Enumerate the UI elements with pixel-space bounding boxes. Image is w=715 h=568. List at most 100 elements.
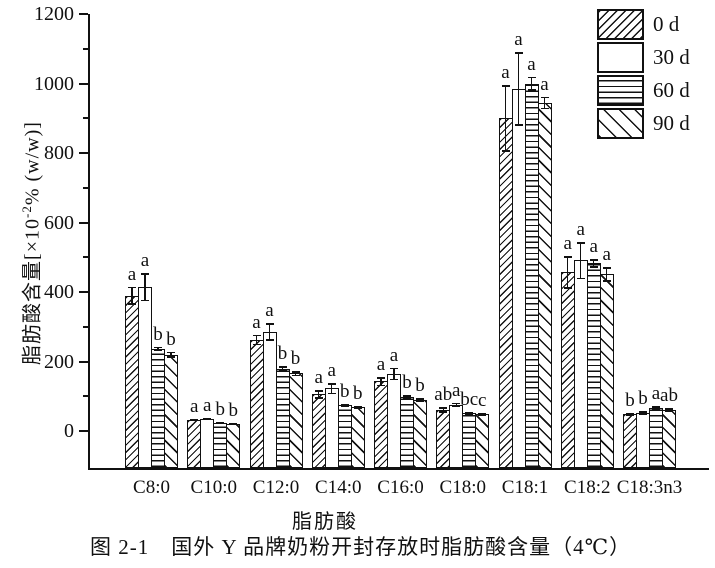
error-bar-cap-bottom <box>403 397 411 400</box>
bar-90d-C18:0 <box>475 414 490 468</box>
y-tick-label: 400 <box>44 281 74 304</box>
error-bar-cap-top <box>340 404 349 406</box>
significance-letter: ab <box>434 384 453 406</box>
error-bar-cap-top <box>403 395 411 397</box>
error-bar-cap-top <box>626 412 634 415</box>
bar-30d-C18:3n3 <box>636 412 650 468</box>
bar-90d-C14:0 <box>350 407 365 468</box>
significance-letter: b <box>153 323 163 345</box>
error-bar <box>144 272 146 301</box>
y-axis-major-tick <box>79 13 88 15</box>
error-bar <box>170 351 172 358</box>
error-bar-cap-top <box>514 52 523 54</box>
significance-letter: b <box>625 389 635 411</box>
error-bar <box>131 286 133 305</box>
significance-letter: a <box>527 53 536 75</box>
significance-letter: a <box>589 236 598 258</box>
error-bar-cap-top <box>452 402 461 405</box>
y-axis-major-tick <box>79 82 88 85</box>
error-bar-cap-bottom <box>340 405 349 408</box>
error-bar-cap-top <box>390 367 398 370</box>
error-bar-cap-bottom <box>229 423 238 425</box>
error-bar-cap-bottom <box>128 303 136 305</box>
x-category-label: C14:0 <box>315 477 362 498</box>
error-bar-cap-bottom <box>190 419 199 422</box>
error-bar <box>419 398 421 402</box>
error-bar <box>268 323 271 341</box>
bar-30d-C18:1 <box>511 88 526 468</box>
error-bar-cap-bottom <box>167 356 175 359</box>
error-bar-cap-bottom <box>203 418 212 421</box>
bar-30d-C10:0 <box>200 418 215 468</box>
bar-60d-C12:0 <box>275 368 290 468</box>
bar-0d-C12:0 <box>249 339 264 468</box>
bar-0d-C18:0 <box>436 409 451 468</box>
bar-30d-C18:0 <box>449 404 464 468</box>
error-bar-cap-top <box>563 256 572 258</box>
error-bar-cap-bottom <box>452 405 461 408</box>
x-category-label: C18:3n3 <box>616 477 683 498</box>
error-bar-cap-top <box>540 96 549 99</box>
error-bar <box>157 346 159 351</box>
y-tick-label: 600 <box>44 211 74 234</box>
error-bar <box>567 256 569 289</box>
bar-60d-C8:0 <box>151 348 165 468</box>
y-tick-label: 1000 <box>34 72 74 95</box>
bar-0d-C16:0 <box>374 381 388 468</box>
significance-letter: a <box>127 263 137 285</box>
legend-item-60d: 60 d <box>597 75 690 106</box>
legend-label: 60 d <box>653 78 690 102</box>
error-bar-cap-bottom <box>478 414 487 417</box>
bar-0d-C10:0 <box>187 419 202 468</box>
bar-90d-C18:2 <box>599 274 614 468</box>
error-bar-cap-bottom <box>514 124 523 126</box>
bar-0d-C14:0 <box>311 394 326 468</box>
error-bar-cap-top <box>265 323 274 325</box>
error-bar-cap-bottom <box>265 339 274 341</box>
error-bar-cap-top <box>527 76 536 79</box>
y-axis-minor-tick <box>83 256 88 259</box>
significance-letter: a <box>265 300 274 322</box>
significance-letter: c <box>478 390 487 412</box>
error-bar-cap-top <box>416 398 424 400</box>
error-bar-cap-bottom <box>501 150 510 152</box>
bar-90d-C8:0 <box>164 354 178 468</box>
bar-0d-C18:3n3 <box>623 414 637 468</box>
error-bar-cap-top <box>576 242 585 244</box>
bar-90d-C16:0 <box>413 399 427 468</box>
error-bar-cap-top <box>128 286 136 289</box>
error-bar-cap-top <box>353 405 362 408</box>
error-bar-cap-bottom <box>626 414 634 417</box>
error-bar <box>442 407 444 413</box>
error-bar-cap-bottom <box>314 397 323 400</box>
error-bar <box>281 366 284 371</box>
x-axis-label: 脂肪酸 <box>292 511 358 533</box>
significance-letter: b <box>277 343 288 365</box>
significance-letter: a <box>514 29 523 51</box>
bar-60d-C14:0 <box>337 405 352 468</box>
figure-caption: 图 2-1 国外 Y 品牌奶粉开封存放时脂肪酸含量（4℃） <box>90 535 632 559</box>
error-bar <box>294 371 297 376</box>
error-bar-cap-bottom <box>141 299 149 302</box>
bar-90d-C12:0 <box>288 373 303 468</box>
legend: 0 d 30 d 60 d 90 d <box>597 9 690 141</box>
significance-letter: b <box>228 399 239 421</box>
significance-letter: b <box>290 348 301 370</box>
error-bar <box>255 334 258 345</box>
error-bar-cap-top <box>167 351 175 354</box>
y-tick-label: 200 <box>44 350 74 373</box>
error-bar <box>393 367 395 380</box>
significance-letter: a <box>501 62 510 84</box>
bar-0d-C18:2 <box>560 272 575 468</box>
plot-area: 0 200 400 600 800 1000 1200 a a b b C8:0 a a b b C10:0 a a… <box>34 4 709 497</box>
error-bar-cap-top <box>652 406 660 409</box>
error-bar-cap-bottom <box>291 374 300 377</box>
y-tick-label: 0 <box>64 420 74 443</box>
error-bar-cap-bottom <box>576 277 585 280</box>
error-bar-cap-top <box>465 411 474 414</box>
error-bar-cap-bottom <box>252 343 261 346</box>
significance-letter: b <box>215 399 226 421</box>
error-bar-cap-top <box>439 407 448 409</box>
error-bar-cap-top <box>478 413 487 415</box>
legend-swatch-diagonal-down-coarse <box>597 108 644 139</box>
